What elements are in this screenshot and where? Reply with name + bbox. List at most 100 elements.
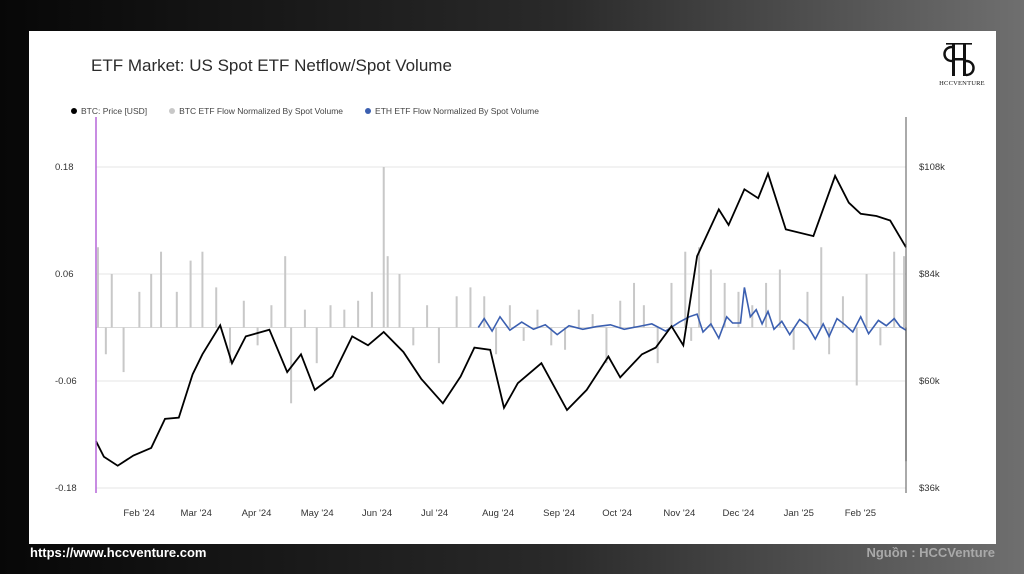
btc-flow-bar bbox=[122, 327, 125, 373]
btc-flow-bar bbox=[508, 305, 511, 328]
x-tick-label: Dec '24 bbox=[723, 508, 755, 519]
y-right-tick-label: $60k bbox=[919, 376, 940, 387]
x-tick-label: Jan '25 bbox=[784, 508, 814, 519]
y-right-tick-label: $108k bbox=[919, 162, 945, 173]
btc-flow-bar bbox=[343, 309, 346, 328]
btc-flow-bar bbox=[189, 260, 192, 328]
legend-label-btc-price: BTC: Price [USD] bbox=[81, 106, 148, 116]
x-tick-label: Oct '24 bbox=[602, 508, 632, 519]
btc-flow-bar bbox=[412, 327, 415, 346]
btc-flow-bar bbox=[690, 327, 693, 341]
btc-flow-bar bbox=[229, 327, 232, 364]
x-tick-label: Jun '24 bbox=[362, 508, 392, 519]
y-left-tick-label: -0.18 bbox=[55, 483, 77, 494]
legend-label-btc-flow: BTC ETF Flow Normalized By Spot Volume bbox=[179, 106, 344, 116]
btc-flow-bar bbox=[104, 327, 107, 355]
btc-flow-bar bbox=[765, 282, 768, 328]
btc-flow-bar bbox=[536, 309, 539, 328]
legend-dot-eth-flow bbox=[365, 108, 372, 114]
x-tick-label: May '24 bbox=[301, 508, 334, 519]
btc-flow-bar bbox=[175, 291, 178, 328]
btc-flow-bar bbox=[357, 300, 360, 328]
btc-flow-bar bbox=[455, 296, 458, 328]
x-tick-label: Feb '24 bbox=[123, 508, 154, 519]
btc-flow-bar bbox=[138, 291, 141, 328]
btc-flow-bar bbox=[370, 291, 373, 328]
x-tick-label: Apr '24 bbox=[242, 508, 272, 519]
chart-legend: BTC: Price [USD] BTC ETF Flow Normalized… bbox=[71, 106, 539, 116]
btc-flow-bar bbox=[642, 305, 645, 328]
btc-flow-bar bbox=[386, 256, 389, 328]
btc-flow-bar bbox=[242, 300, 245, 328]
x-tick-label: Nov '24 bbox=[663, 508, 695, 519]
btc-flow-bar bbox=[270, 305, 273, 328]
legend-dot-btc-price bbox=[71, 108, 77, 114]
btc-flow-bar bbox=[577, 309, 580, 328]
btc-flow-bar bbox=[160, 251, 163, 328]
btc-flow-bar bbox=[792, 327, 795, 350]
btc-flow-bar bbox=[709, 269, 712, 328]
btc-flow-bar bbox=[256, 327, 259, 346]
btc-flow-bar bbox=[437, 327, 440, 364]
btc-flow-bar bbox=[201, 251, 204, 328]
x-tick-label: Mar '24 bbox=[181, 508, 212, 519]
btc-flow-bar bbox=[522, 327, 525, 341]
btc-flow-bar bbox=[633, 282, 636, 328]
hcc-logo: HCCVENTURE bbox=[934, 41, 990, 87]
legend-dot-btc-flow bbox=[169, 108, 176, 114]
btc-flow-bar bbox=[303, 309, 306, 328]
logo-text: HCCVENTURE bbox=[939, 80, 985, 87]
legend-item-eth-flow[interactable]: ETH ETF Flow Normalized By Spot Volume bbox=[365, 106, 539, 116]
btc-flow-bar bbox=[879, 327, 882, 346]
btc-flow-bar bbox=[855, 327, 858, 386]
btc-flow-bar bbox=[398, 274, 401, 328]
eth-flow-line bbox=[477, 287, 907, 341]
btc-flow-bar bbox=[841, 296, 844, 328]
btc-flow-bar bbox=[550, 327, 553, 346]
btc-flow-bar bbox=[315, 327, 318, 364]
x-tick-label: Feb '25 bbox=[845, 508, 876, 519]
btc-flow-bar bbox=[329, 305, 332, 328]
btc-price-line bbox=[95, 171, 907, 467]
y-left-tick-label: -0.06 bbox=[55, 376, 77, 387]
x-tick-label: Aug '24 bbox=[482, 508, 514, 519]
btc-flow-bar bbox=[778, 269, 781, 328]
btc-flow-bar bbox=[290, 327, 293, 404]
x-tick-label: Jul '24 bbox=[421, 508, 448, 519]
y-right-tick-label: $36k bbox=[919, 483, 940, 494]
btc-flow-bar bbox=[893, 251, 896, 328]
btc-flow-bar bbox=[698, 247, 701, 328]
footer-source: Nguồn : HCCVenture bbox=[866, 545, 995, 560]
y-left-tick-label: 0.18 bbox=[55, 162, 74, 173]
hcc-logo-icon bbox=[943, 43, 975, 77]
btc-flow-bar bbox=[723, 282, 726, 328]
btc-flow-bar bbox=[215, 287, 218, 328]
legend-label-eth-flow: ETH ETF Flow Normalized By Spot Volume bbox=[375, 106, 539, 116]
btc-flow-bar bbox=[110, 274, 113, 328]
btc-flow-bar bbox=[382, 167, 385, 328]
btc-flow-bar bbox=[865, 274, 868, 328]
btc-flow-bar bbox=[426, 305, 429, 328]
btc-flow-bar bbox=[903, 256, 906, 328]
footer-url-link[interactable]: https://www.hccventure.com bbox=[30, 545, 207, 560]
btc-flow-bar bbox=[605, 327, 608, 364]
btc-flow-bar bbox=[483, 296, 486, 328]
btc-flow-bar bbox=[737, 291, 740, 328]
btc-flow-bar bbox=[495, 327, 498, 355]
legend-item-btc-price[interactable]: BTC: Price [USD] bbox=[71, 106, 147, 116]
btc-flow-bar bbox=[820, 247, 823, 328]
chart-title: ETF Market: US Spot ETF Netflow/Spot Vol… bbox=[91, 56, 452, 75]
btc-flow-bar bbox=[806, 291, 809, 328]
btc-flow-bar bbox=[564, 327, 567, 350]
btc-flow-bar bbox=[751, 305, 754, 328]
btc-flow-bar bbox=[591, 314, 594, 328]
x-tick-label: Sep '24 bbox=[543, 508, 575, 519]
chart-plot: 0.18 0.06 -0.06 -0.18 $108k $84k $60k $36k Feb '… bbox=[55, 117, 945, 519]
btc-flow-bar bbox=[469, 287, 472, 328]
y-left-tick-label: 0.06 bbox=[55, 269, 74, 280]
btc-flow-bar bbox=[150, 274, 153, 328]
legend-item-btc-flow[interactable]: BTC ETF Flow Normalized By Spot Volume bbox=[169, 106, 343, 116]
y-right-tick-label: $84k bbox=[919, 269, 940, 280]
btc-flow-bar bbox=[670, 282, 673, 328]
btc-flow-bar bbox=[828, 327, 831, 355]
